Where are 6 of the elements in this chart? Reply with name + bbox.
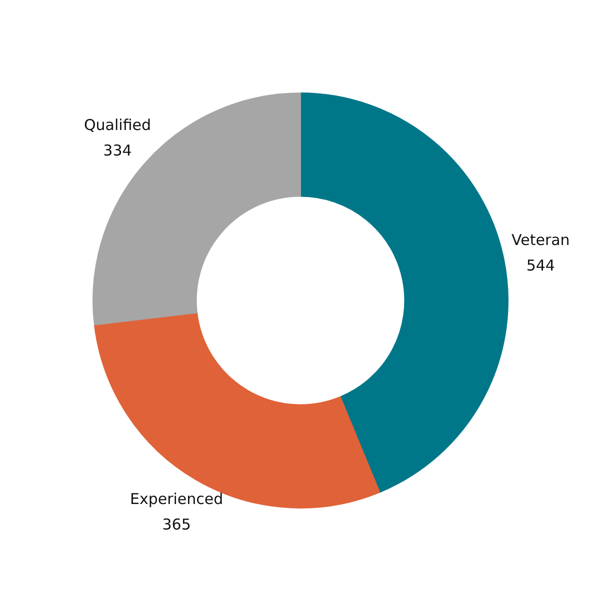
slice-label: Experienced <box>130 490 224 508</box>
data-label: 544 <box>526 256 555 274</box>
slice-label: Qualified <box>84 116 152 134</box>
data-label: 334 <box>103 141 132 160</box>
data-label: 365 <box>162 515 191 534</box>
slice-label: Veteran <box>512 231 570 250</box>
